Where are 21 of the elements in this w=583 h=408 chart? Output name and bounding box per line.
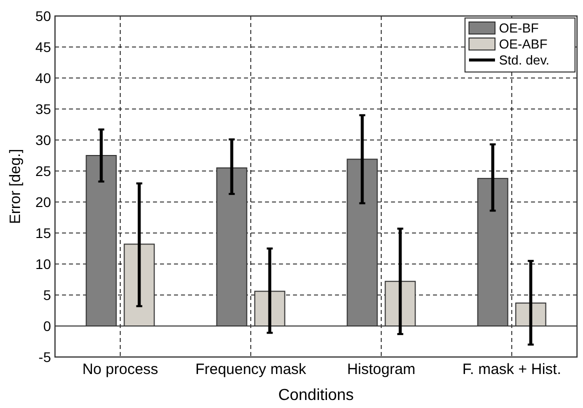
x-tick-label: No process [82, 361, 158, 378]
y-tick-label: 30 [35, 132, 52, 148]
y-tick-label: 40 [35, 70, 52, 86]
y-tick-label: 0 [43, 318, 52, 334]
legend-label: OE-BF [499, 20, 539, 36]
y-tick-label: 35 [35, 100, 52, 117]
y-tick-label: -5 [38, 348, 52, 365]
x-tick-label: Frequency mask [195, 361, 307, 378]
y-tick-label: 45 [35, 38, 52, 55]
legend-label: OE-ABF [499, 36, 548, 52]
x-axis-title: Conditions [278, 387, 354, 404]
x-tick-label: Histogram [347, 361, 416, 378]
y-axis-title: Error [deg.] [7, 148, 24, 224]
y-tick-label: 10 [35, 256, 52, 272]
y-tick-label: 20 [35, 194, 52, 210]
y-tick-label: 5 [43, 286, 52, 303]
y-tick-label: 25 [35, 162, 52, 179]
annotation: Std. dev. [499, 52, 550, 68]
y-tick-label: 50 [35, 8, 52, 24]
x-tick-label: F. mask + Hist. [462, 361, 562, 378]
y-tick-label: 15 [35, 224, 52, 241]
